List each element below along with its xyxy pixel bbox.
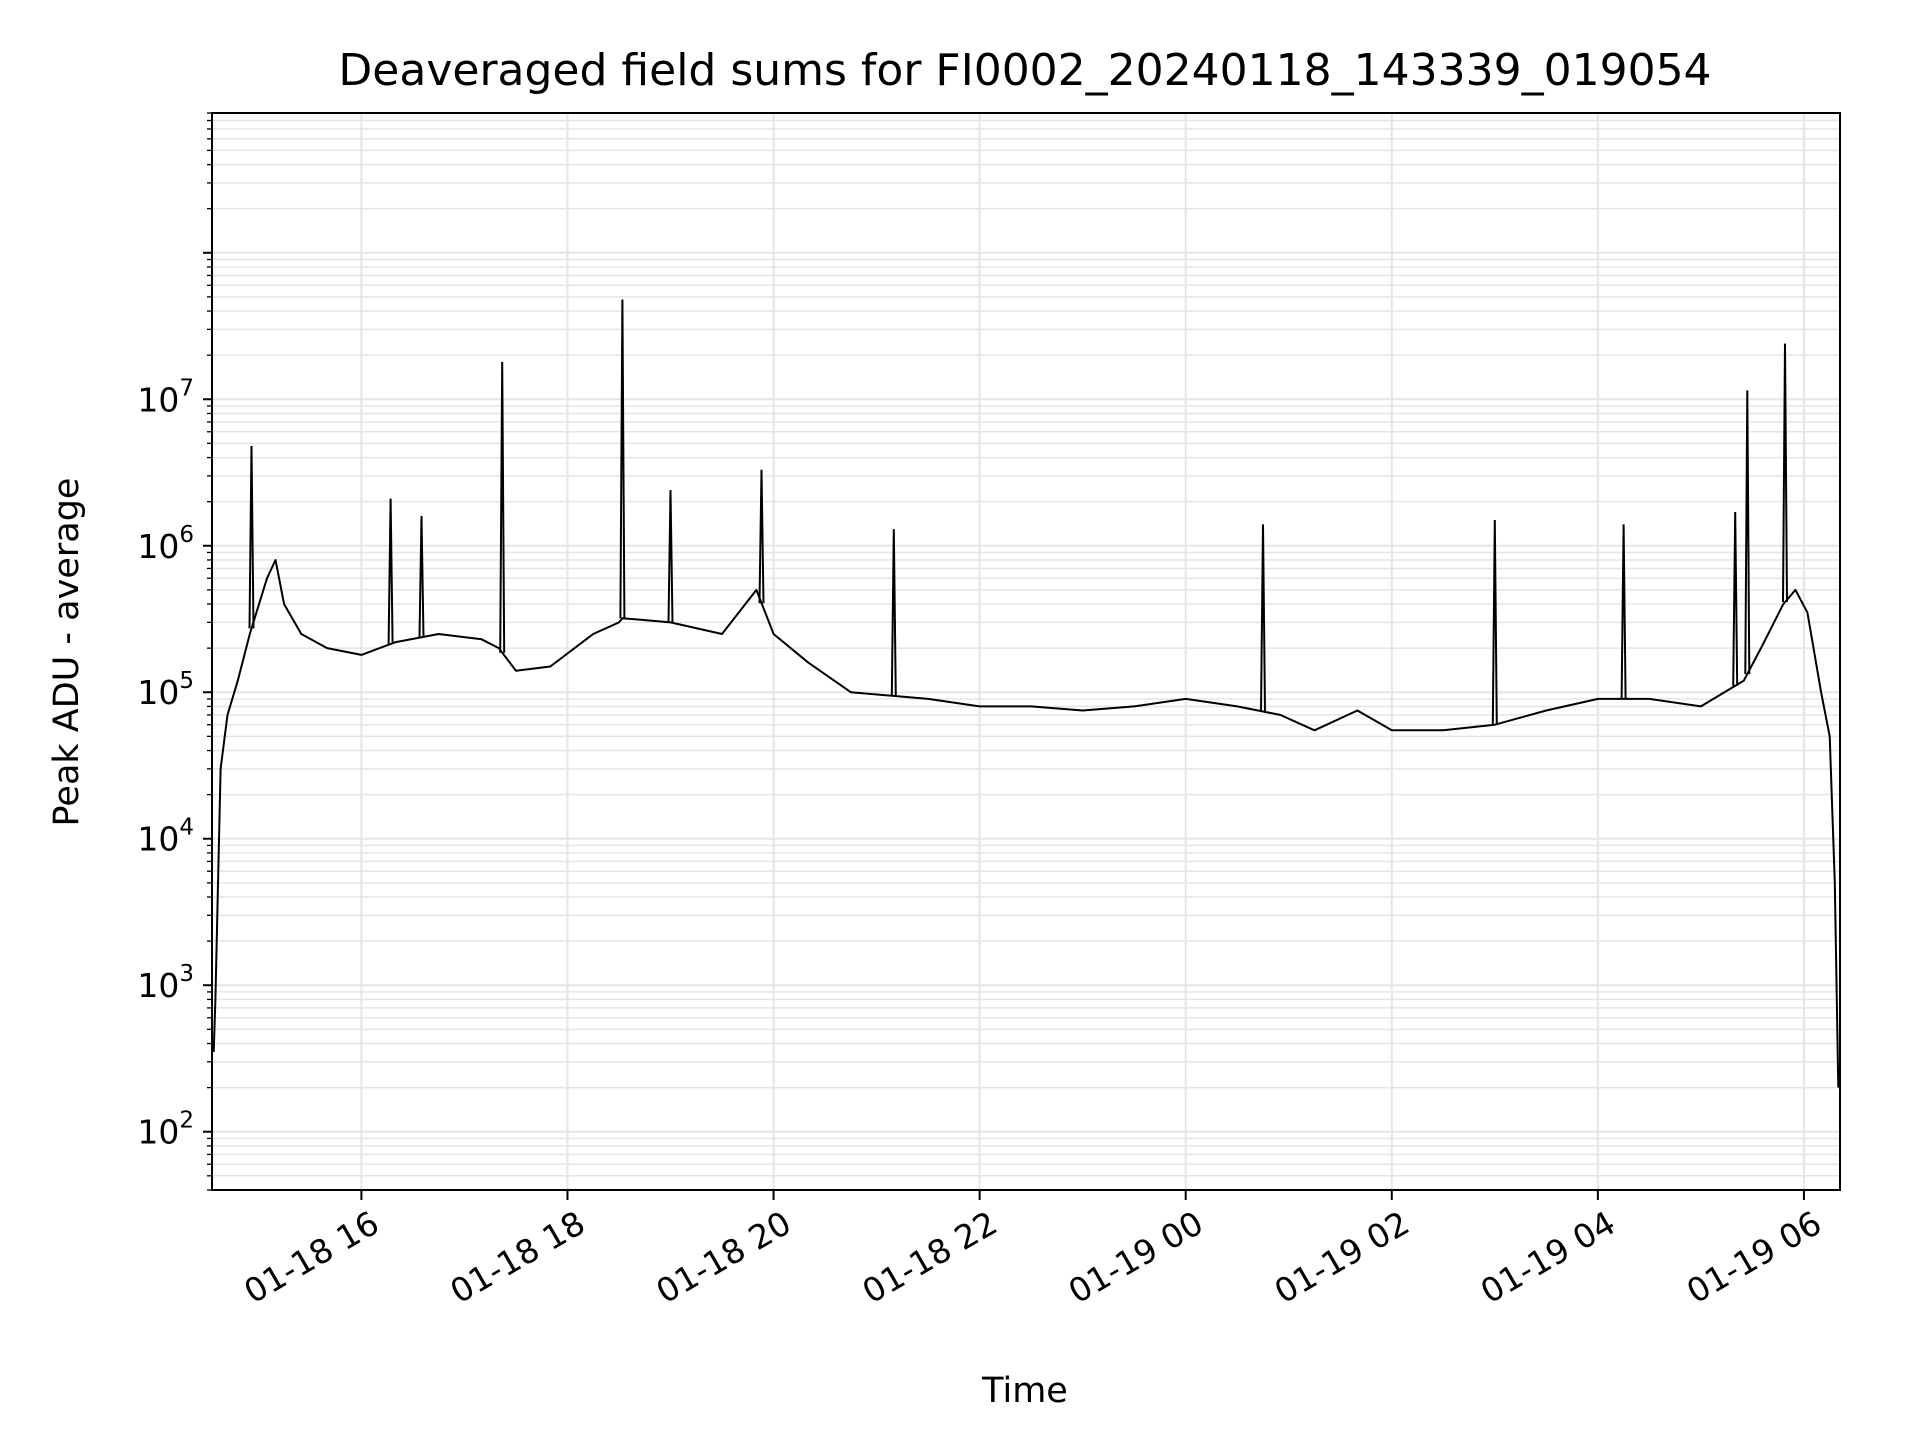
y-tick-base: 10	[137, 966, 179, 1005]
series-peak	[499, 361, 506, 653]
series-peak	[248, 445, 255, 629]
series-peak	[387, 498, 394, 645]
series-peak	[1732, 511, 1739, 686]
series-line	[212, 559, 1840, 1088]
series-peak	[758, 469, 765, 604]
y-tick-exponent: 4	[179, 815, 194, 841]
y-tick-exponent: 2	[179, 1108, 194, 1134]
grid	[212, 112, 1840, 1191]
y-tick-exponent: 5	[179, 668, 194, 694]
series-peak	[1782, 343, 1788, 603]
series-peak	[1620, 524, 1627, 699]
series-peak	[1260, 524, 1266, 712]
y-tick-exponent: 3	[179, 961, 194, 987]
y-tick-label: 103	[137, 961, 194, 1005]
series-peak	[667, 490, 674, 623]
y-tick-base: 10	[137, 1113, 179, 1152]
y-tick-label: 106	[137, 522, 194, 566]
plot-frame	[211, 112, 1841, 1191]
series-peak	[619, 299, 626, 619]
y-tick-label: 105	[137, 668, 194, 712]
y-tick-exponent: 7	[179, 375, 194, 401]
y-tick-label: 102	[137, 1108, 194, 1152]
y-tick-label: 107	[137, 375, 194, 419]
y-axis-title: Peak ADU - average	[47, 478, 87, 827]
series-peak	[1491, 519, 1498, 725]
y-tick-base: 10	[137, 673, 179, 712]
x-axis-title: Time	[981, 1371, 1068, 1411]
y-tick-exponent: 6	[179, 522, 194, 548]
series-peak	[1744, 390, 1751, 675]
y-tick-base: 10	[137, 380, 179, 419]
y-tick-base: 10	[137, 820, 179, 859]
chart-title: Deaveraged field sums for FI0002_2024011…	[338, 45, 1711, 96]
series-peak	[890, 529, 897, 697]
y-tick-label: 104	[137, 815, 194, 859]
y-tick-base: 10	[137, 527, 179, 566]
series-peak	[418, 515, 425, 638]
plot-area	[212, 299, 1840, 1088]
